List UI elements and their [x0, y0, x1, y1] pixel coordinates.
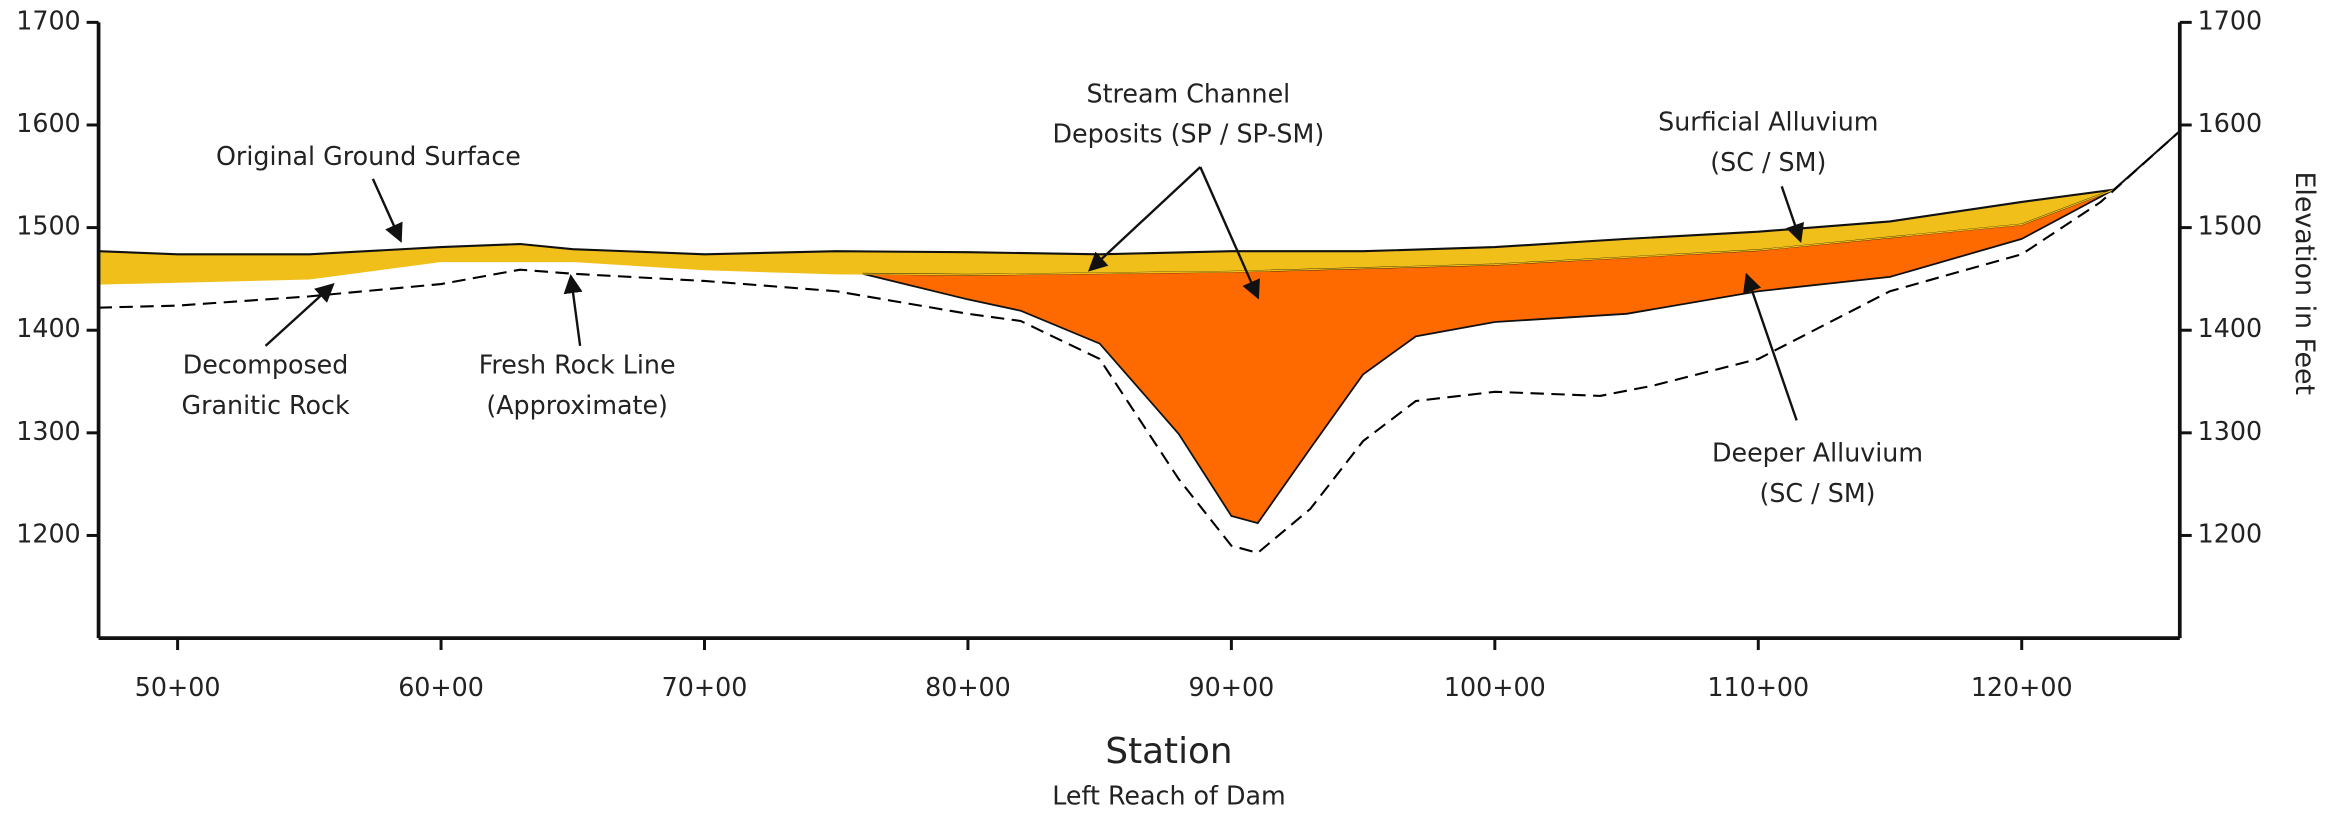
arrow	[1199, 166, 1260, 300]
y2-axis-title: Elevation in Feet	[2289, 171, 2320, 395]
arrow	[1743, 272, 1798, 421]
x-tick-label: 120+00	[1971, 672, 2073, 702]
y2-tick-label: 1500	[2198, 211, 2262, 241]
x-tick-label: 90+00	[1189, 672, 1275, 702]
y2-tick-label: 1400	[2198, 313, 2262, 343]
y-tick-label: 1400	[16, 313, 80, 343]
annotation: Deposits (SP / SP-SM)	[1053, 119, 1325, 149]
annotation: Original Ground Surface	[216, 141, 521, 171]
y-tick-label: 1600	[16, 108, 80, 138]
y-tick-label: 1300	[16, 416, 80, 446]
x-tick-label: 100+00	[1444, 672, 1546, 702]
annotation: Granitic Rock	[181, 390, 349, 420]
annotation-arrows	[264, 166, 1805, 421]
annotation: (Approximate)	[486, 390, 668, 420]
y-tick-label: 1200	[16, 518, 80, 548]
annotation: Stream Channel	[1087, 78, 1291, 108]
fresh-rock-line	[98, 130, 2181, 555]
y2-tick-label: 1300	[2198, 416, 2262, 446]
annotation: Deeper Alluvium	[1712, 438, 1923, 468]
y-tick-label: 1700	[16, 5, 80, 35]
y-tick-label: 1500	[16, 211, 80, 241]
y2-tick-label: 1600	[2198, 108, 2262, 138]
annotation: Fresh Rock Line	[479, 350, 676, 380]
x-axis-subtitle: Left Reach of Dam	[1052, 781, 1285, 811]
annotation: (SC / SM)	[1710, 147, 1826, 177]
annotation: (SC / SM)	[1759, 478, 1875, 508]
arrow	[1780, 185, 1805, 244]
arrow	[371, 178, 403, 243]
surficial-alluvium	[98, 189, 2114, 285]
arrow	[563, 274, 583, 347]
x-tick-label: 50+00	[135, 672, 221, 702]
arrow	[1087, 166, 1202, 272]
x-axis-title: Station	[1105, 731, 1232, 772]
surficial-bottom-line	[98, 189, 2115, 285]
deeper-alluvium	[862, 188, 2115, 525]
y2-tick-label: 1700	[2198, 5, 2262, 35]
x-tick-label: 70+00	[662, 672, 748, 702]
arrow	[264, 283, 335, 347]
x-tick-label: 60+00	[398, 672, 484, 702]
annotation: Decomposed	[183, 350, 349, 380]
x-tick-label: 80+00	[925, 672, 1011, 702]
x-tick-label: 110+00	[1707, 672, 1809, 702]
annotation: Surficial Alluvium	[1658, 107, 1878, 137]
y2-tick-label: 1200	[2198, 518, 2262, 548]
